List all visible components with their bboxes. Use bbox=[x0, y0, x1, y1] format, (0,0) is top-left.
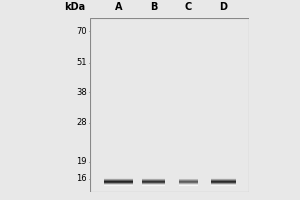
Bar bbox=[179, 185, 198, 186]
Text: C: C bbox=[185, 2, 192, 12]
Bar bbox=[142, 184, 165, 185]
Bar bbox=[211, 185, 236, 186]
Bar bbox=[142, 180, 165, 181]
Bar bbox=[179, 182, 198, 183]
Bar bbox=[104, 180, 133, 181]
Bar bbox=[104, 178, 133, 179]
Text: kDa: kDa bbox=[64, 2, 86, 12]
Bar bbox=[211, 182, 236, 183]
Text: A: A bbox=[115, 2, 122, 12]
Bar bbox=[179, 184, 198, 185]
Bar bbox=[104, 184, 133, 185]
Text: 70: 70 bbox=[76, 27, 87, 36]
Bar bbox=[142, 179, 165, 180]
Bar bbox=[142, 181, 165, 182]
Bar bbox=[179, 180, 198, 181]
Bar bbox=[104, 185, 133, 186]
Bar bbox=[211, 180, 236, 181]
Text: B: B bbox=[150, 2, 157, 12]
Text: D: D bbox=[220, 2, 228, 12]
Bar bbox=[104, 182, 133, 183]
Bar bbox=[179, 179, 198, 180]
Bar bbox=[104, 183, 133, 184]
Bar bbox=[211, 178, 236, 179]
Text: 38: 38 bbox=[76, 88, 87, 97]
Bar bbox=[104, 181, 133, 182]
Bar bbox=[179, 181, 198, 182]
Bar bbox=[179, 183, 198, 184]
Text: 16: 16 bbox=[76, 174, 87, 183]
Bar bbox=[211, 184, 236, 185]
Bar bbox=[142, 183, 165, 184]
Text: 19: 19 bbox=[76, 157, 87, 166]
Bar bbox=[142, 182, 165, 183]
Bar bbox=[211, 181, 236, 182]
Bar bbox=[142, 185, 165, 186]
Bar bbox=[104, 179, 133, 180]
Text: 51: 51 bbox=[76, 58, 87, 67]
Text: 28: 28 bbox=[76, 118, 87, 127]
Bar bbox=[179, 178, 198, 179]
Bar bbox=[142, 178, 165, 179]
Bar bbox=[211, 183, 236, 184]
Bar bbox=[211, 179, 236, 180]
